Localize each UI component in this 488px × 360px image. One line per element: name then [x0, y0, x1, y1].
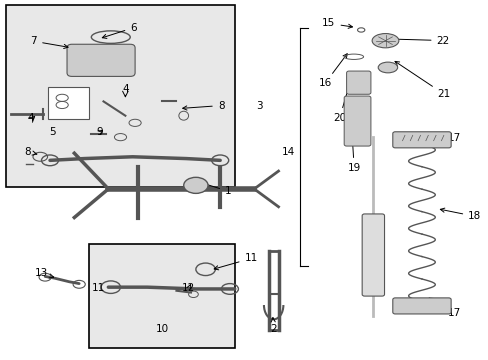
FancyBboxPatch shape [67, 44, 135, 76]
Text: 20: 20 [332, 77, 352, 123]
FancyBboxPatch shape [346, 71, 370, 94]
Ellipse shape [183, 177, 207, 193]
Text: 21: 21 [394, 62, 450, 99]
Text: 8: 8 [25, 147, 37, 157]
Text: 16: 16 [318, 54, 346, 89]
Text: 2: 2 [270, 318, 276, 334]
Text: 6: 6 [102, 23, 137, 39]
Text: 13: 13 [34, 269, 54, 278]
Text: 8: 8 [183, 100, 224, 111]
Text: 4: 4 [27, 113, 34, 123]
Text: 11: 11 [92, 283, 105, 293]
Ellipse shape [371, 33, 398, 48]
Text: 19: 19 [347, 112, 360, 173]
Text: 12: 12 [182, 283, 195, 293]
Text: 7: 7 [30, 36, 68, 49]
Text: 17: 17 [428, 298, 460, 319]
Bar [6, 5, 234, 187]
FancyBboxPatch shape [392, 132, 450, 148]
Bar [89, 244, 234, 348]
Text: 10: 10 [156, 324, 169, 334]
FancyBboxPatch shape [344, 96, 370, 146]
FancyBboxPatch shape [362, 214, 384, 296]
Text: 9: 9 [96, 127, 102, 138]
Text: 18: 18 [440, 208, 480, 221]
Text: 5: 5 [49, 127, 56, 138]
Text: 11: 11 [214, 253, 257, 270]
Text: 15: 15 [322, 18, 352, 28]
FancyBboxPatch shape [392, 298, 450, 314]
Text: 4: 4 [122, 85, 128, 94]
Text: 3: 3 [255, 100, 262, 111]
Text: 17: 17 [429, 133, 460, 143]
Text: 22: 22 [388, 36, 449, 46]
Ellipse shape [377, 62, 397, 73]
Text: 14: 14 [281, 147, 294, 157]
Bar [47, 87, 89, 119]
Text: 1: 1 [202, 182, 231, 196]
